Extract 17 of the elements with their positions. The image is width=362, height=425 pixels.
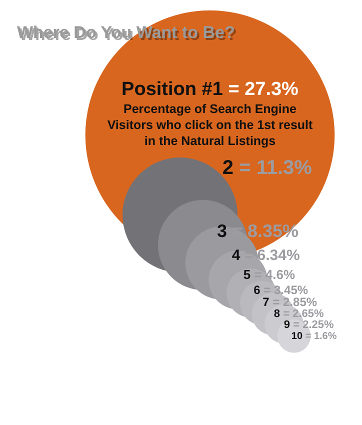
data-label: = 1.6% bbox=[302, 331, 337, 342]
category-label: 7 bbox=[262, 295, 270, 309]
data-label: = 11.3% bbox=[234, 157, 312, 179]
data-label: = 2.25% bbox=[290, 319, 334, 331]
category-label: 5 bbox=[243, 267, 251, 282]
category-label: 9 bbox=[284, 319, 290, 331]
category-label: 3 bbox=[216, 221, 228, 241]
data-label: = 2.65% bbox=[280, 308, 324, 320]
data-label: = 27.3% bbox=[228, 79, 299, 100]
category-label: 4 bbox=[232, 247, 241, 264]
category-label: Position #1 bbox=[122, 79, 224, 100]
category-label: 8 bbox=[274, 308, 280, 320]
category-label: 2 bbox=[222, 157, 234, 179]
category-label: 10 bbox=[291, 331, 303, 342]
text: Percentage of Search Engine Visitors who click on the 1st result in the Natural Listings bbox=[107, 102, 314, 148]
category-label: 6 bbox=[254, 283, 261, 297]
text: Where Do You Want to Be? bbox=[19, 25, 237, 44]
